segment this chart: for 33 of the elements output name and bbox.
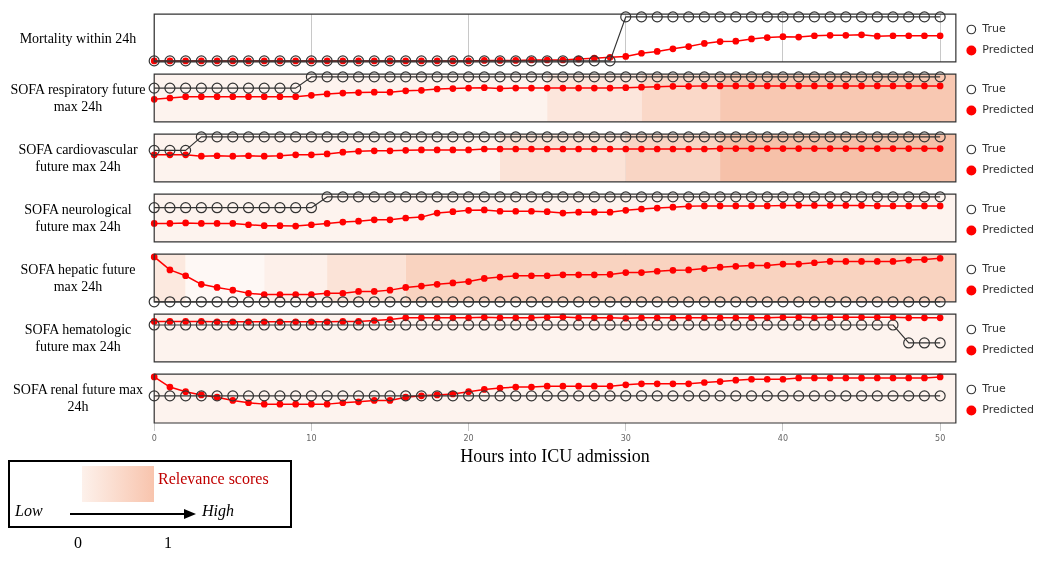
y-axis-title: SOFA renal future max 24h — [12, 381, 144, 415]
legend-label: Predicted — [982, 223, 1034, 237]
legend-label: Predicted — [982, 343, 1034, 357]
legend-label: True — [981, 82, 1006, 96]
legend-label: Predicted — [982, 403, 1034, 417]
legend-label: True — [981, 142, 1006, 156]
legend-label: Predicted — [982, 283, 1034, 297]
x-tick-label: 0 — [151, 433, 157, 443]
text: Low — [15, 502, 43, 519]
x-tick-label: 50 — [935, 433, 946, 443]
legend-label: True — [981, 322, 1006, 336]
x-tick-label: 20 — [463, 433, 474, 443]
text: High — [202, 502, 234, 519]
legend-label: True — [981, 22, 1006, 36]
y-axis-title: SOFA hepatic future max 24h — [19, 261, 137, 295]
x-tick-label: 40 — [777, 433, 789, 443]
y-axis-title: SOFA hematologic future max 24h — [23, 321, 133, 355]
y-axis-title: SOFA respiratory future max 24h — [9, 81, 147, 115]
text: 1 — [164, 534, 172, 551]
x-axis-title: Hours into ICU admission — [460, 445, 650, 466]
x-tick-label: 30 — [620, 433, 631, 443]
y-axis-title: SOFA neurological future max 24h — [23, 201, 133, 235]
legend-label: Predicted — [982, 163, 1034, 177]
legend-label: True — [981, 202, 1006, 216]
x-tick-label: 10 — [306, 433, 317, 443]
legend-label: True — [981, 262, 1006, 276]
y-axis-title: SOFA cardiovascular future max 24h — [17, 141, 139, 175]
text: 0 — [74, 534, 82, 551]
text: Relevance scores — [158, 470, 269, 487]
legend-label: True — [981, 382, 1006, 396]
y-axis-title: Mortality within 24h — [19, 29, 137, 47]
legend-label: Predicted — [982, 103, 1034, 117]
legend-label: Predicted — [982, 43, 1034, 57]
